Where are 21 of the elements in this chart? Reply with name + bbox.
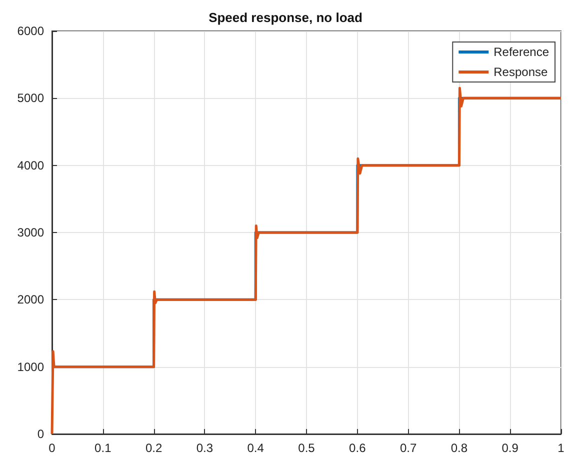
x-tick-label: 0.5 (298, 441, 316, 455)
x-tick-label: 1 (558, 441, 565, 455)
y-tick-label: 4000 (17, 158, 44, 172)
x-tick-label: 0.8 (450, 441, 468, 455)
y-tick-label: 0 (37, 427, 44, 441)
x-tick-label: 0.1 (94, 441, 112, 455)
x-tick-label: 0.3 (196, 441, 214, 455)
chart-title: Speed response, no load (208, 10, 362, 25)
y-tick-label: 1000 (17, 360, 44, 374)
y-tick-label: 2000 (17, 292, 44, 307)
x-tick-label: 0.2 (145, 441, 162, 455)
legend-label: Response (494, 65, 548, 79)
x-tick-label: 0 (48, 441, 56, 455)
x-tick-label: 0.7 (400, 441, 417, 455)
x-tick-label: 0.9 (502, 441, 519, 455)
x-tick-label: 0.6 (349, 441, 366, 455)
legend-label: Reference (494, 45, 550, 59)
y-tick-label: 5000 (17, 91, 44, 106)
x-tick-label: 0.4 (247, 441, 264, 455)
y-tick-label: 6000 (17, 24, 44, 38)
y-tick-label: 3000 (17, 226, 44, 240)
